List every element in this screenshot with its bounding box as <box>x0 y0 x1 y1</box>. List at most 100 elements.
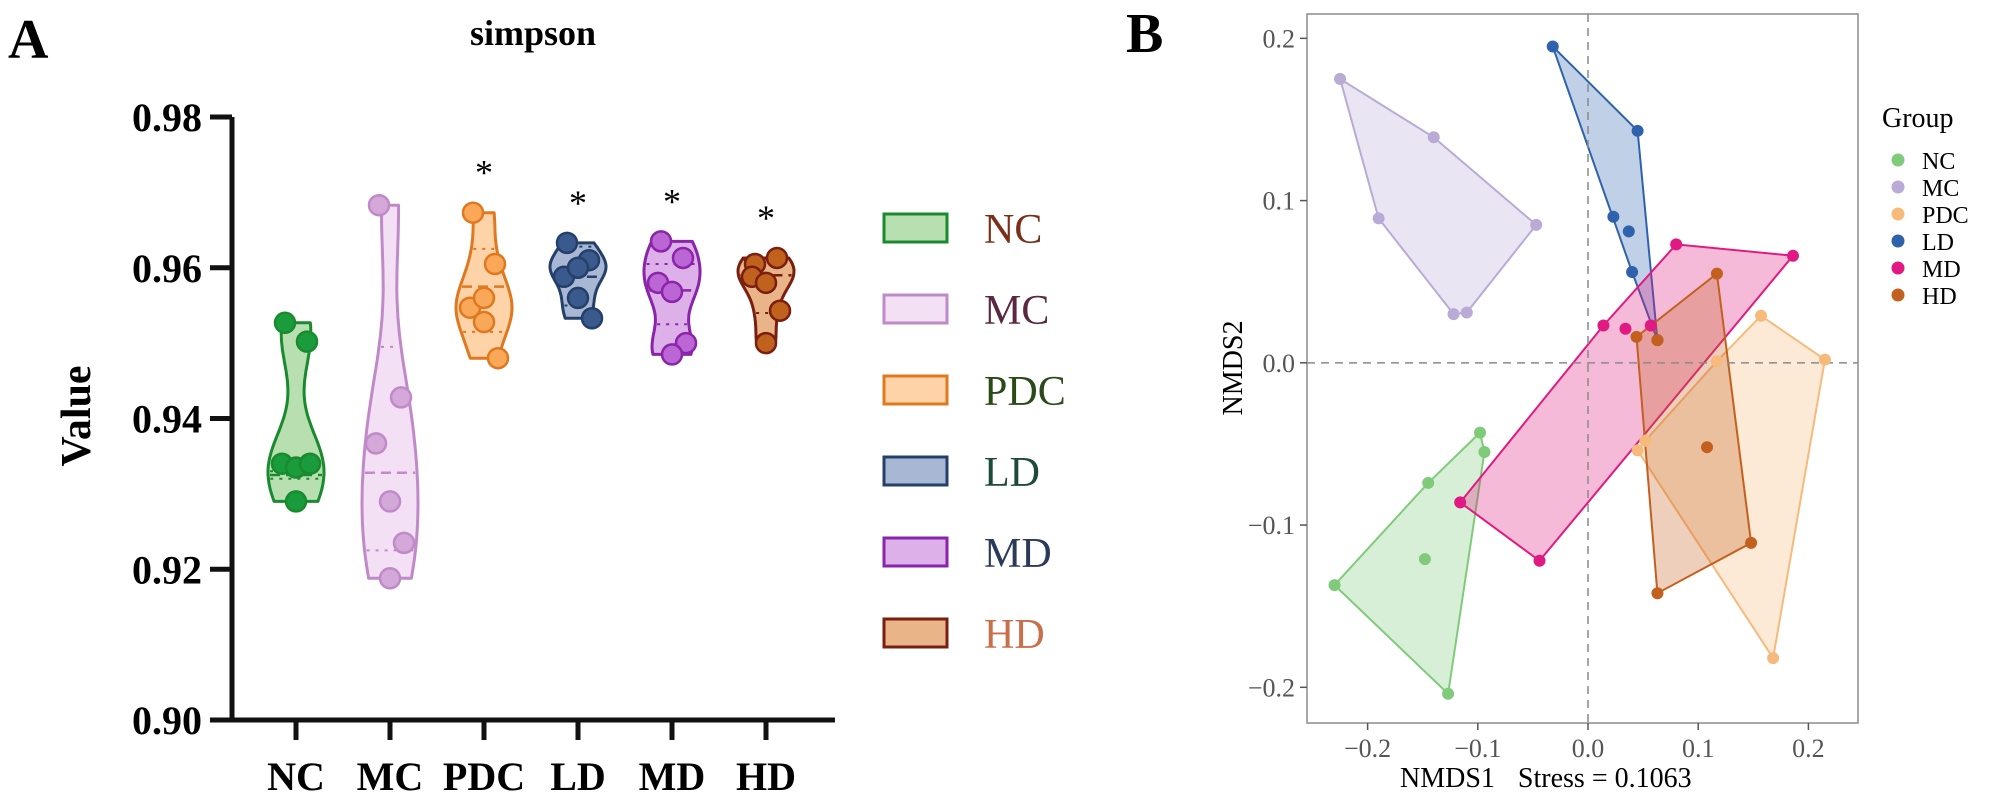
panel-b-group-hulls <box>1333 45 1826 696</box>
panel-a-label: A <box>8 9 49 71</box>
legend-label-pdc: PDC <box>1922 203 1969 229</box>
point-mc <box>1460 306 1473 319</box>
legend-dot-ld <box>1891 234 1905 248</box>
violin-point <box>472 286 496 310</box>
point-mc <box>1447 308 1460 321</box>
violin-point <box>754 271 778 295</box>
point-pdc <box>1631 444 1644 457</box>
panel-a-y-axis-label: Value <box>54 365 100 466</box>
point-nc <box>1422 476 1435 489</box>
point-hd <box>1745 536 1758 549</box>
panel-a-axes: 0.90 0.92 0.94 0.96 0.98 <box>132 95 835 743</box>
legend-dot-mc <box>1891 180 1905 194</box>
panel-a-violins: * * * * <box>266 153 796 590</box>
panel-a-x-tick-label-nc: NC <box>267 754 325 799</box>
legend-label-md: MD <box>984 531 1052 577</box>
legend-label-md: MD <box>1922 257 1961 283</box>
point-ld <box>1607 210 1620 223</box>
y-tick-label: 0.2 <box>1263 24 1296 53</box>
point-pdc <box>1710 355 1723 368</box>
legend-swatch-pdc <box>882 374 949 406</box>
violin-point <box>378 490 402 513</box>
legend-dot-nc <box>1891 153 1905 167</box>
violin-point <box>389 386 413 409</box>
panel-a-y-tick-label: 0.96 <box>132 246 202 291</box>
panel-b-nmds-scatter: B −0.2 −0.1 0.0 0.1 0.2 −0.2 −0.1 0.0 0.1 0.2 NMD… <box>1126 3 1969 794</box>
panel-a-y-tick-label: 0.98 <box>132 95 202 140</box>
legend-dot-pdc <box>1891 207 1905 221</box>
panel-a-y-tick-label: 0.90 <box>132 698 202 743</box>
y-tick-label: −0.1 <box>1248 511 1295 540</box>
point-pdc <box>1755 309 1768 322</box>
panel-a-y-tick-label: 0.94 <box>132 397 202 442</box>
panel-b-y-axis-label: NMDS2 <box>1218 321 1249 416</box>
panel-b-xlabel: NMDS1 <box>1400 763 1495 794</box>
violin-group-nc <box>266 311 326 513</box>
legend-label-hd: HD <box>1922 284 1957 310</box>
violin-point <box>295 330 319 353</box>
point-hd <box>1651 334 1664 347</box>
significance-star: * <box>569 183 587 223</box>
legend-swatch-nc <box>882 212 949 244</box>
point-hd <box>1701 441 1714 454</box>
point-md <box>1597 319 1610 332</box>
panel-a-y-tick-label: 0.92 <box>132 547 202 592</box>
point-md <box>1670 238 1683 251</box>
legend-label-mc: MC <box>1922 176 1959 202</box>
legend-label-nc: NC <box>984 207 1042 253</box>
violin-point <box>486 346 510 370</box>
panel-a-x-tick-label-pdc: PDC <box>443 754 525 799</box>
violin-group-mc <box>360 193 420 590</box>
point-md <box>1619 322 1632 335</box>
panel-a-violin-chart: A simpson Value 0.900.920.940.960.98 ** *… <box>8 9 1066 799</box>
violin-point <box>580 307 604 330</box>
legend-swatch-hd <box>882 617 949 649</box>
significance-star: * <box>475 153 493 193</box>
violin-point <box>284 490 308 513</box>
point-mc <box>1427 131 1440 144</box>
point-nc <box>1328 579 1341 592</box>
violin-point <box>671 246 695 270</box>
violin-point <box>660 280 684 304</box>
violin-group-md: * <box>642 181 702 366</box>
legend-swatch-md <box>882 536 949 568</box>
legend-swatch-mc <box>882 293 949 325</box>
x-tick-label: −0.1 <box>1454 734 1501 763</box>
y-tick-label: −0.2 <box>1248 673 1295 702</box>
legend-swatch-ld <box>882 455 949 487</box>
violin-point <box>566 286 590 310</box>
point-pdc <box>1767 652 1780 665</box>
point-pdc <box>1818 353 1831 366</box>
legend-label-hd: HD <box>984 612 1045 658</box>
violin-point <box>392 531 416 555</box>
violin-group-hd: * <box>736 198 796 355</box>
legend-dot-hd <box>1891 288 1905 302</box>
panel-a-x-tick-label-mc: MC <box>357 754 424 799</box>
panel-a-title: simpson <box>470 13 596 53</box>
panel-b-zero-lines <box>1307 14 1858 723</box>
violin-point <box>649 230 673 253</box>
legend-label-ld: LD <box>1922 230 1954 256</box>
panel-a-x-tick-label-md: MD <box>639 754 706 799</box>
panel-a-legend: NC MC PDC LD MD HD <box>882 207 1066 658</box>
legend-label-nc: NC <box>1922 149 1955 175</box>
violin-point <box>378 567 402 590</box>
x-tick-label: 0.0 <box>1572 734 1605 763</box>
point-ld <box>1626 265 1639 278</box>
panel-a-x-tick-labels: NC MC PDC LD MD HD <box>267 754 796 799</box>
x-tick-label: −0.2 <box>1344 734 1391 763</box>
point-hd <box>1651 587 1664 600</box>
legend-label-ld: LD <box>984 450 1040 496</box>
panel-b-legend-title: Group <box>1882 103 1954 134</box>
point-nc <box>1442 687 1455 700</box>
point-ld <box>1622 225 1635 238</box>
violin-point <box>367 193 391 217</box>
point-ld <box>1631 124 1644 137</box>
point-mc <box>1334 72 1347 85</box>
legend-dot-md <box>1891 261 1905 275</box>
legend-label-mc: MC <box>984 288 1049 334</box>
point-hd <box>1630 330 1643 343</box>
panel-b-ticks: −0.2 −0.1 0.0 0.1 0.2 −0.2 −0.1 0.0 0.1 0.2 <box>1248 24 1825 763</box>
point-md <box>1644 319 1657 332</box>
